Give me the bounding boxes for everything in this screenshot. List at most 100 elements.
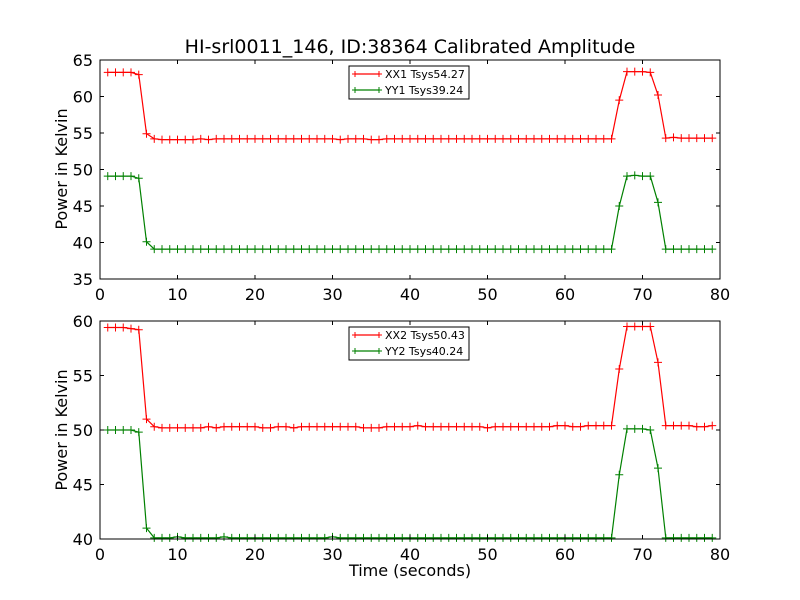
- top-series-2-point: [181, 245, 190, 254]
- bottom-series-1-point: [173, 423, 182, 432]
- top-series-1-point: [599, 134, 608, 143]
- top-series-2-point: [429, 245, 438, 254]
- bottom-x-axis-label: Time (seconds): [348, 561, 471, 580]
- bottom-series-2-point: [491, 533, 500, 542]
- bottom-series-2-point: [537, 533, 546, 542]
- bottom-series-2-point: [499, 533, 507, 542]
- top-series-1-point: [685, 134, 693, 143]
- bottom-x-tick-label: 50: [477, 545, 497, 564]
- top-series-2-point: [522, 245, 531, 254]
- top-series-1-point: [607, 134, 616, 143]
- bottom-series-2-point: [452, 533, 461, 542]
- bottom-series-1-point: [506, 422, 515, 431]
- top-series-1-point: [654, 91, 662, 100]
- bottom-series-1-point: [103, 323, 112, 332]
- top-series-2-point: [398, 245, 407, 254]
- bottom-series-1-point: [561, 421, 569, 430]
- top-series-1-point: [266, 134, 275, 143]
- top-x-tick-label: 80: [710, 285, 730, 304]
- top-series-2-point: [421, 245, 430, 254]
- top-series-1-point: [615, 96, 624, 105]
- top-series-2-point: [413, 245, 422, 254]
- top-series-1-point: [483, 134, 492, 143]
- top-series-2-point: [351, 245, 360, 254]
- top-series-2-point: [189, 245, 197, 254]
- bottom-series-1-point: [119, 323, 128, 332]
- top-series-2-point: [289, 245, 298, 254]
- bottom-series-1-point: [514, 422, 523, 431]
- bottom-series-1-point: [429, 422, 438, 431]
- top-series-1-point: [398, 134, 407, 143]
- top-series-2-point: [367, 245, 376, 254]
- top-x-tick-label: 0: [95, 285, 105, 304]
- bottom-series-2-point: [196, 533, 205, 542]
- bottom-x-tick-label: 60: [555, 545, 575, 564]
- top-series-1-point: [212, 134, 221, 143]
- bottom-series-2-point: [158, 533, 166, 542]
- top-series-2-point: [320, 245, 329, 254]
- top-panel: Power in Kelvin 0 10 20 30 40 50 60 70 80 35 40 45 5…: [52, 51, 730, 304]
- top-series-1-point: [274, 134, 283, 143]
- top-series-1-point: [227, 134, 236, 143]
- top-series-2-point: [553, 245, 562, 254]
- bottom-series-2-point: [677, 533, 686, 542]
- bottom-series-2-point: [227, 533, 236, 542]
- top-series-2-point: [545, 245, 554, 254]
- top-series-1-point: [336, 135, 345, 144]
- top-series-1-point: [437, 134, 445, 143]
- bottom-series-1-point: [491, 422, 500, 431]
- bottom-series-1-point: [344, 422, 352, 431]
- bottom-series-2-point: [142, 524, 151, 533]
- bottom-series-1-point: [165, 423, 174, 432]
- top-series-2-point: [111, 172, 120, 181]
- top-series-2-point: [336, 245, 345, 254]
- top-series-2-point: [514, 245, 523, 254]
- bottom-series-1-point: [568, 422, 577, 431]
- top-series-2-point: [491, 245, 500, 254]
- bottom-series-2-point: [204, 533, 213, 542]
- bottom-series-2-point: [584, 533, 593, 542]
- top-series-2-point: [243, 245, 252, 254]
- bottom-series-1-point: [607, 421, 616, 430]
- bottom-series-1-point: [127, 324, 135, 333]
- top-x-tick-label: 50: [477, 285, 497, 304]
- top-series-2-point: [297, 245, 306, 254]
- top-y-tick-label: 50: [73, 161, 93, 180]
- top-series-1-point: [204, 135, 213, 144]
- bottom-series-2-point: [421, 533, 430, 542]
- top-series-2-point: [382, 245, 391, 254]
- top-series-2-point: [607, 245, 616, 254]
- top-series-1-point: [623, 67, 631, 76]
- top-series-1-point: [390, 134, 399, 143]
- bottom-series-1-point: [189, 423, 197, 432]
- top-series-2-point: [646, 172, 655, 181]
- bottom-series-2-point: [344, 533, 352, 542]
- top-series-2-point: [313, 245, 321, 254]
- top-series-2-point: [654, 198, 662, 207]
- top-series-1-point: [522, 134, 531, 143]
- bottom-series-1-point: [584, 421, 593, 430]
- top-series-2-point: [227, 245, 236, 254]
- top-series-1-point: [127, 68, 135, 77]
- top-series-2-point: [530, 245, 538, 254]
- bottom-series-1-point: [328, 422, 337, 431]
- top-x-tick-label: 70: [632, 285, 652, 304]
- top-legend-marker: [376, 87, 382, 93]
- bottom-series-2-point: [646, 426, 655, 434]
- bottom-series-1-point: [336, 422, 345, 431]
- top-series-2-point: [258, 245, 267, 254]
- bottom-series-2-point: [336, 533, 345, 542]
- bottom-series-2-point: [654, 464, 662, 473]
- bottom-legend-label-1: XX2 Tsys50.43: [385, 329, 465, 342]
- top-series-1-point: [359, 134, 368, 143]
- top-legend-marker: [376, 71, 382, 77]
- top-series-1-point: [181, 135, 190, 144]
- bottom-series-2-point: [150, 533, 159, 542]
- bottom-series-1-point: [475, 422, 484, 431]
- bottom-series-2-point: [181, 533, 190, 542]
- bottom-x-tick-label: 10: [167, 545, 187, 564]
- bottom-x-tick-label: 0: [95, 545, 105, 564]
- bottom-series-2-point: [413, 533, 422, 542]
- top-series-2-point: [468, 245, 476, 254]
